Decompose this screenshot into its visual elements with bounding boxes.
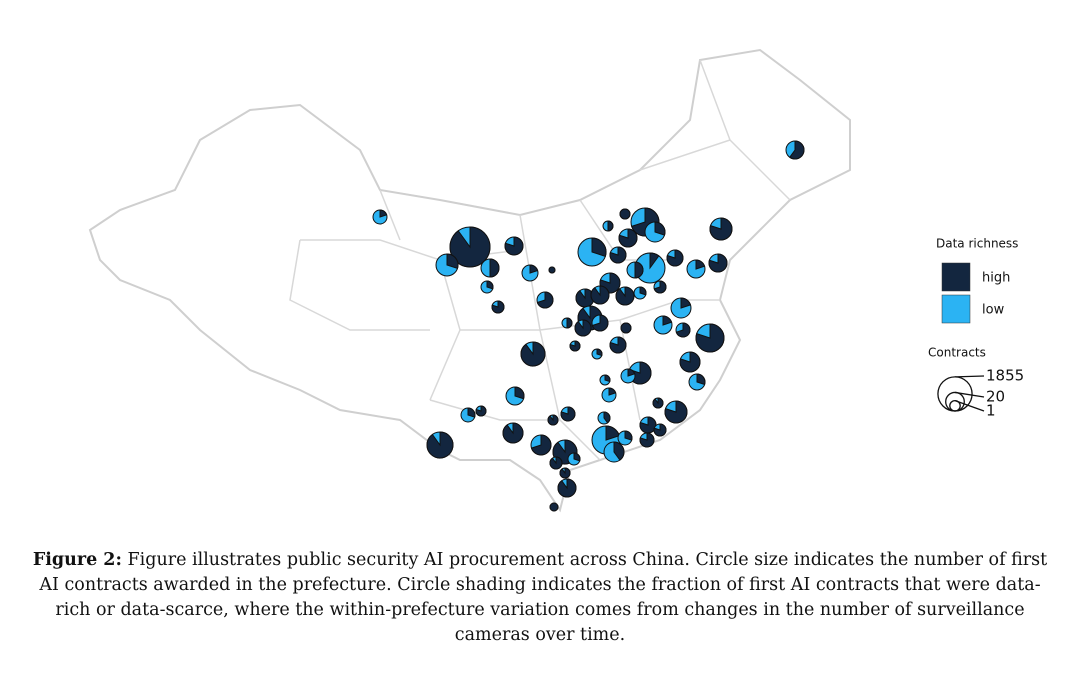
wedge-high — [590, 285, 610, 305]
wedge-high — [634, 261, 644, 279]
wedge-high — [504, 236, 524, 256]
size-legend-label: 1 — [986, 402, 996, 420]
wedge-high — [662, 315, 673, 326]
size-legend-circle — [945, 391, 965, 412]
wedge-high — [557, 478, 577, 498]
size-legend-tick — [954, 375, 985, 378]
caption-text: Figure illustrates public security AI pr… — [39, 550, 1048, 645]
wedge-high — [654, 221, 666, 236]
wedge-high — [566, 317, 573, 329]
wedge-high — [591, 314, 609, 332]
wedge-high — [536, 291, 554, 309]
wedge-high — [613, 441, 625, 461]
circle-high — [620, 322, 632, 334]
wedge-high — [649, 252, 660, 270]
wedge-high — [609, 246, 627, 264]
wedge-high — [679, 351, 701, 373]
wedge-high — [475, 405, 487, 417]
legend-swatch — [941, 294, 971, 324]
wedge-high — [615, 286, 635, 306]
wedge-high — [596, 348, 603, 357]
wedge-high — [618, 228, 638, 248]
wedge-high — [695, 259, 706, 270]
circle-high — [619, 208, 631, 220]
wedge-high — [608, 387, 617, 396]
wedge-high — [652, 397, 664, 409]
wedge-high — [520, 341, 546, 367]
wedge-high — [603, 411, 611, 424]
wedge-high — [627, 368, 636, 377]
wedge-high — [666, 249, 684, 267]
wedge-high — [491, 300, 505, 314]
wedge-high — [607, 220, 614, 232]
legend-label: high — [982, 271, 1010, 286]
circle-high — [549, 502, 559, 512]
wedge-high — [709, 217, 733, 241]
wedge-high — [664, 400, 688, 424]
wedge-high — [675, 322, 691, 338]
wedge-high — [574, 319, 592, 337]
wedge-high — [639, 432, 655, 448]
legend-label: low — [982, 303, 1005, 318]
wedge-high — [573, 452, 581, 462]
size-legend-label: 1855 — [986, 367, 1024, 385]
wedge-high — [426, 431, 454, 459]
wedge-high — [559, 467, 571, 479]
wedge-high — [609, 336, 627, 354]
wedge-high — [789, 140, 805, 160]
size-legend-tick — [954, 399, 985, 412]
wedge-high — [591, 237, 607, 257]
wedge-high — [560, 406, 576, 422]
circle-high — [548, 266, 556, 274]
legend-title: Data richness — [936, 237, 1018, 251]
wedge-high — [569, 340, 581, 352]
wedge-high — [530, 434, 552, 456]
wedge-high — [489, 258, 500, 278]
wedge-high — [549, 456, 563, 470]
caption: Figure 2: Figure illustrates public secu… — [25, 548, 1055, 648]
wedge-high — [486, 280, 494, 290]
wedge-high — [529, 264, 539, 274]
prefecture-circles — [372, 140, 805, 512]
wedge-high — [547, 414, 559, 426]
wedge-high — [695, 323, 725, 353]
caption-label: Figure 2: — [32, 550, 122, 570]
wedge-high — [639, 416, 657, 434]
wedge-high — [514, 386, 525, 400]
size-legend-label: 20 — [986, 388, 1005, 406]
wedge-high — [639, 286, 647, 296]
wedge-high — [446, 253, 459, 270]
wedge-high — [502, 422, 524, 444]
size-legend-title: Contracts — [928, 346, 986, 360]
legend-swatch — [941, 262, 971, 292]
country-outline — [88, 48, 851, 513]
map: Data richness Contracts high low 1855 201 — [88, 48, 1024, 513]
wedge-high — [680, 297, 692, 309]
wedge-high — [696, 373, 706, 386]
size-legend-tick — [954, 391, 985, 398]
wedge-high — [379, 209, 388, 218]
wedge-high — [653, 423, 667, 437]
wedge-high — [653, 280, 667, 294]
wedge-high — [708, 253, 728, 273]
wedge-high — [604, 374, 611, 383]
size-legend-circle — [949, 399, 961, 412]
wedge-high — [624, 430, 633, 441]
wedge-high — [467, 407, 476, 418]
wedge-high — [449, 226, 491, 268]
